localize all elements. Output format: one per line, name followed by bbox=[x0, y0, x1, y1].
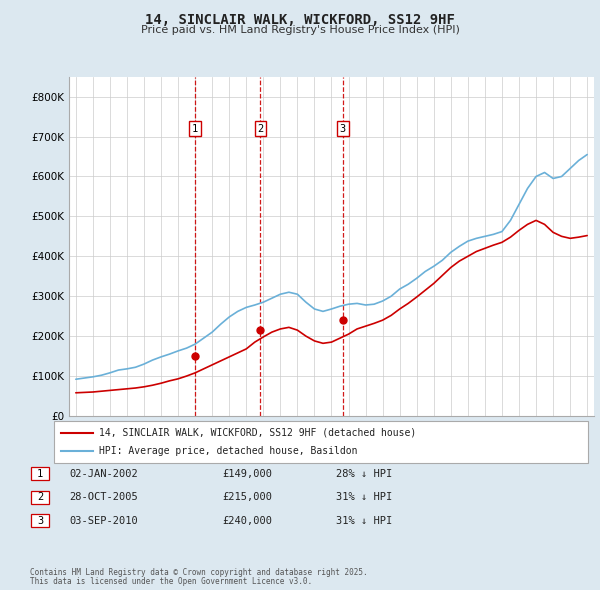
Text: 28-OCT-2005: 28-OCT-2005 bbox=[69, 493, 138, 502]
Text: HPI: Average price, detached house, Basildon: HPI: Average price, detached house, Basi… bbox=[99, 446, 358, 456]
Text: 2: 2 bbox=[257, 123, 263, 133]
Text: 1: 1 bbox=[37, 469, 43, 478]
Text: 02-JAN-2002: 02-JAN-2002 bbox=[69, 469, 138, 478]
Text: 14, SINCLAIR WALK, WICKFORD, SS12 9HF: 14, SINCLAIR WALK, WICKFORD, SS12 9HF bbox=[145, 13, 455, 27]
Text: 3: 3 bbox=[37, 516, 43, 526]
Text: This data is licensed under the Open Government Licence v3.0.: This data is licensed under the Open Gov… bbox=[30, 577, 312, 586]
Text: £240,000: £240,000 bbox=[222, 516, 272, 526]
Text: 3: 3 bbox=[340, 123, 346, 133]
Text: 2: 2 bbox=[37, 493, 43, 502]
Text: Price paid vs. HM Land Registry's House Price Index (HPI): Price paid vs. HM Land Registry's House … bbox=[140, 25, 460, 35]
Text: £215,000: £215,000 bbox=[222, 493, 272, 502]
Text: 14, SINCLAIR WALK, WICKFORD, SS12 9HF (detached house): 14, SINCLAIR WALK, WICKFORD, SS12 9HF (d… bbox=[99, 428, 416, 438]
Text: 31% ↓ HPI: 31% ↓ HPI bbox=[336, 516, 392, 526]
Text: 1: 1 bbox=[192, 123, 198, 133]
Text: 31% ↓ HPI: 31% ↓ HPI bbox=[336, 493, 392, 502]
Text: Contains HM Land Registry data © Crown copyright and database right 2025.: Contains HM Land Registry data © Crown c… bbox=[30, 568, 368, 577]
Text: 03-SEP-2010: 03-SEP-2010 bbox=[69, 516, 138, 526]
Text: 28% ↓ HPI: 28% ↓ HPI bbox=[336, 469, 392, 478]
Text: £149,000: £149,000 bbox=[222, 469, 272, 478]
